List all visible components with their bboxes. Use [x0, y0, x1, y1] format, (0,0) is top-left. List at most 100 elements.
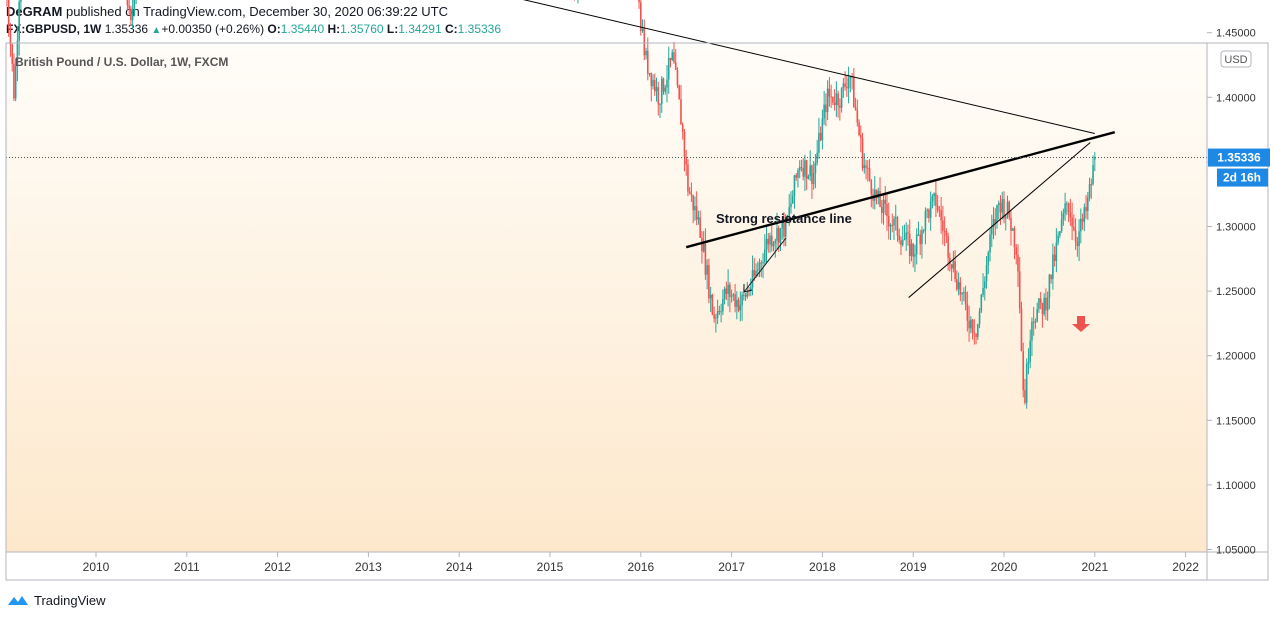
candle-body: [936, 205, 939, 210]
candle-body: [891, 224, 894, 226]
candle-body: [830, 96, 832, 98]
candle-body: [729, 284, 731, 297]
candle-body: [1088, 184, 1091, 198]
open-label: O:: [267, 22, 281, 36]
candle-body: [865, 165, 867, 168]
candle-body: [713, 314, 715, 319]
candle-body: [977, 324, 979, 337]
author-name[interactable]: DeGRAM: [6, 4, 63, 19]
last-price: 1.35336: [104, 22, 149, 36]
candle-body: [908, 233, 911, 257]
candle-body: [653, 79, 656, 92]
candle-body: [674, 62, 677, 70]
annotation-arrow[interactable]: [743, 237, 787, 293]
candle-body: [1048, 274, 1051, 298]
candle-body: [702, 243, 705, 252]
time-tick-label: 2012: [264, 560, 291, 574]
candle-body: [1052, 254, 1054, 280]
candle-body: [767, 238, 770, 245]
candle-body: [856, 110, 859, 123]
currency-label-text: USD: [1224, 54, 1247, 66]
candle-body: [880, 206, 883, 213]
candle-body: [701, 237, 703, 252]
candle-body: [1027, 362, 1030, 364]
candle-body: [861, 138, 864, 169]
time-tick-label: 2014: [446, 560, 473, 574]
tradingview-footer[interactable]: TradingView: [6, 591, 106, 609]
price-axis[interactable]: 1.05000 1.10000 1.15000 1.20000 1.25000 1.300…: [1207, 0, 1256, 557]
candle-body: [798, 167, 801, 171]
annotation-text[interactable]: Strong resistance line: [716, 211, 852, 226]
candle-body: [924, 210, 927, 231]
candle-body: [893, 218, 895, 226]
candle-body: [1055, 242, 1058, 262]
candle-body: [741, 294, 743, 306]
candle-body: [966, 304, 969, 321]
candle-body: [938, 209, 941, 211]
time-tick-label: 2017: [718, 560, 745, 574]
candle-body: [722, 298, 724, 312]
candle-body: [795, 175, 798, 178]
candle-body: [1085, 207, 1087, 212]
candle-body: [1001, 199, 1004, 213]
candle-body: [650, 73, 653, 87]
candle-body: [968, 320, 970, 329]
candle-body: [1083, 207, 1086, 222]
candle-body: [662, 78, 665, 92]
candle-body: [970, 319, 972, 329]
candle-body: [868, 168, 871, 181]
candle-body: [770, 235, 773, 247]
candle-body: [854, 107, 857, 111]
candle-body: [720, 311, 722, 313]
candle-body: [1081, 218, 1084, 222]
candle-body: [1046, 297, 1049, 311]
candle-body: [1013, 228, 1016, 248]
candle-body: [1017, 254, 1019, 272]
trendline[interactable]: [685, 131, 1116, 249]
currency-label[interactable]: USD: [1220, 50, 1252, 68]
candle-body: [790, 203, 792, 208]
candle-body: [835, 93, 838, 105]
candle-body: [961, 293, 963, 295]
candle-body: [1038, 298, 1040, 309]
candle-body: [734, 294, 736, 307]
candle-body: [999, 202, 1002, 213]
candle-body: [711, 294, 714, 315]
close-value: 1.35336: [457, 22, 502, 36]
candle-body: [681, 124, 684, 132]
candle-body: [652, 79, 654, 87]
trendline[interactable]: [119, 0, 1095, 134]
candle-body: [695, 206, 698, 220]
candle-body: [926, 209, 928, 211]
candle-body: [853, 77, 855, 108]
candle-body: [16, 40, 19, 67]
trendline[interactable]: [908, 142, 1091, 298]
candle-body: [750, 287, 752, 292]
up-triangle-icon: ▲: [151, 25, 162, 36]
candle-body: [894, 217, 897, 219]
open-value: 1.35440: [280, 22, 325, 36]
candle-body: [842, 83, 845, 88]
candle-body: [1010, 217, 1012, 231]
price-tick-label: 1.15000: [1216, 415, 1256, 427]
candle-body: [692, 195, 694, 211]
candle-body: [884, 199, 887, 205]
candle-body: [688, 191, 691, 194]
candle-body: [975, 333, 977, 337]
candle-body: [659, 104, 661, 106]
plot-background[interactable]: [6, 43, 1207, 552]
candle-body: [1031, 321, 1033, 341]
candle-body: [678, 85, 681, 100]
candle-body: [980, 294, 983, 312]
candle-body: [821, 118, 824, 141]
candle-body: [685, 156, 687, 165]
time-axis[interactable]: 2010 2011 2012 2013 2014 2015 2016 2017 2018 2019…: [83, 552, 1200, 574]
candle-body: [1003, 199, 1005, 219]
candle-body: [828, 88, 831, 97]
high-value: 1.35760: [340, 22, 384, 36]
candle-body: [844, 83, 846, 87]
time-tick-label: 2020: [991, 560, 1018, 574]
candle-body: [704, 243, 707, 275]
candle-body: [1015, 247, 1018, 255]
